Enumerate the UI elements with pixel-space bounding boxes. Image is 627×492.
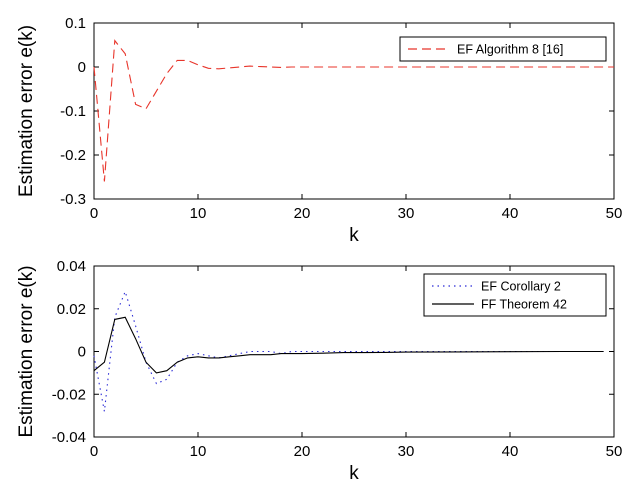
- x-tick-label: 0: [90, 443, 98, 460]
- legend-label: EF Algorithm 8 [16]: [457, 43, 563, 57]
- legend-1: EF Algorithm 8 [16]: [399, 36, 607, 62]
- x-tick-label: 10: [190, 205, 207, 222]
- legend-label: EF Corollary 2: [481, 280, 561, 294]
- x-tick-label: 20: [294, 205, 311, 222]
- x-tick-label: 30: [398, 443, 415, 460]
- x-axis-label: k: [349, 225, 359, 246]
- x-tick-label: 10: [190, 443, 207, 460]
- y-tick-label: -0.2: [60, 147, 86, 164]
- legend-label: FF Theorem 42: [481, 298, 567, 312]
- x-axis-label: k: [349, 463, 359, 484]
- y-tick-label: -0.02: [52, 386, 86, 403]
- y-axis-label: Estimation error e(k): [16, 265, 37, 437]
- y-tick-label: -0.1: [60, 103, 86, 120]
- legend-box: [399, 36, 607, 62]
- x-tick-label: 30: [398, 205, 415, 222]
- y-tick-label: 0.04: [57, 258, 86, 275]
- legend-box: [423, 273, 607, 317]
- x-tick-label: 50: [606, 205, 623, 222]
- series-line-1: [93, 289, 604, 412]
- y-tick-label: 0: [78, 59, 86, 76]
- x-tick-label: 40: [502, 205, 519, 222]
- panel-1: 0 10 20 30 40 50 0.1 0 -0.1 -0.2 -0.3 k Estimation e…: [16, 15, 622, 246]
- x-tick-label: 40: [502, 443, 519, 460]
- y-tick-label: 0.02: [57, 301, 86, 318]
- x-tick-label: 50: [606, 443, 623, 460]
- legend-2: EF Corollary 2 FF Theorem 42: [423, 273, 607, 317]
- series-line-2: [93, 316, 604, 374]
- y-axis-label: Estimation error e(k): [16, 25, 37, 197]
- x-tick-label: 0: [90, 205, 98, 222]
- y-tick-label: 0.1: [65, 15, 86, 32]
- y-tick-label: -0.04: [52, 429, 86, 446]
- y-tick-label: 0: [78, 344, 86, 361]
- panel-2: 0 10 20 30 40 50 0.04 0.02 0 -0.02 -0.04 k Estimatio…: [16, 258, 622, 484]
- series-line-1: [93, 39, 614, 182]
- y-tick-label: -0.3: [60, 191, 86, 208]
- x-tick-label: 20: [294, 443, 311, 460]
